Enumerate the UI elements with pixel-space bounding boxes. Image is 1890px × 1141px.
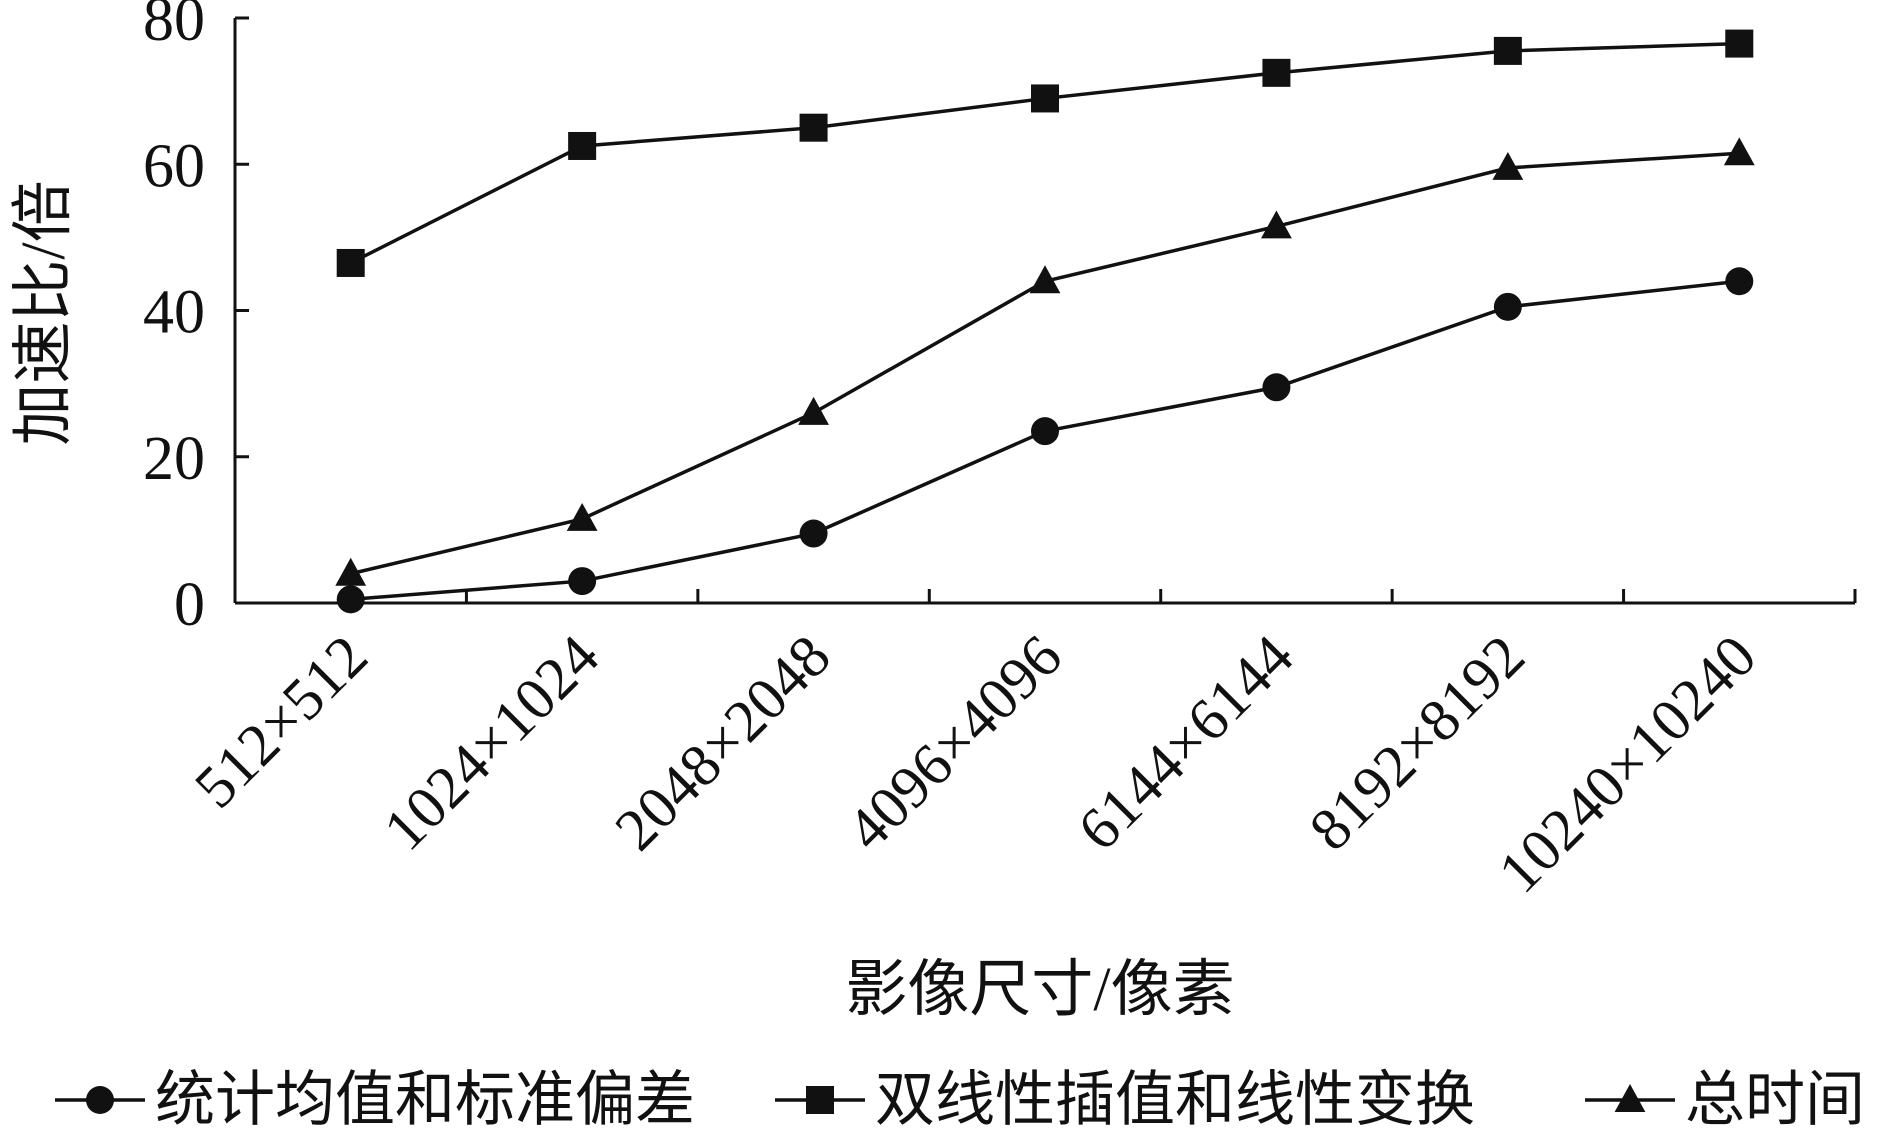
x-tick-label: 512×512 <box>182 623 380 821</box>
series-line <box>349 41 1740 265</box>
series-triangle <box>335 137 1755 586</box>
y-tick-label: 80 <box>143 0 205 54</box>
legend-label: 统计均值和标准偏差 <box>155 1067 695 1133</box>
data-point-triangle <box>1261 210 1292 239</box>
legend: 统计均值和标准偏差 双线性插值和线性变换 总时间 <box>55 1067 1865 1133</box>
data-point-square <box>799 113 828 142</box>
data-point-triangle <box>1723 137 1755 166</box>
data-point-circle <box>568 567 597 596</box>
data-point-circle <box>336 585 365 614</box>
y-tick-label: 40 <box>143 279 205 347</box>
data-point-square <box>1031 84 1059 113</box>
y-axis-title: 加速比/倍 <box>10 180 78 445</box>
x-tick-label: 4096×4096 <box>834 623 1074 863</box>
data-point-circle <box>1031 417 1059 446</box>
legend-label: 总时间 <box>1685 1067 1865 1133</box>
y-tick-label: 60 <box>143 132 205 200</box>
series-line <box>350 151 1740 576</box>
legend-item: 统计均值和标准偏差 <box>55 1067 695 1133</box>
legend-item: 总时间 <box>1585 1067 1865 1133</box>
series-layer <box>335 29 1755 614</box>
x-axis-title: 影像尺寸/像素 <box>845 956 1234 1024</box>
x-tick-label: 6144×6144 <box>1065 623 1305 863</box>
x-tick-label: 2048×2048 <box>602 623 842 863</box>
legend-label: 双线性插值和线性变换 <box>875 1067 1475 1133</box>
data-point-square <box>1725 29 1754 58</box>
legend-marker-circle <box>86 1086 114 1114</box>
data-point-square <box>336 248 365 277</box>
data-point-square <box>1262 58 1291 87</box>
data-point-circle <box>1262 373 1291 402</box>
legend-item: 双线性插值和线性变换 <box>775 1067 1475 1133</box>
data-point-triangle <box>1029 265 1061 294</box>
data-point-triangle <box>335 557 367 586</box>
legend-marker-triangle <box>1614 1084 1646 1112</box>
y-tick-label: 0 <box>174 571 205 639</box>
data-point-circle <box>1725 267 1754 296</box>
data-point-square <box>1493 36 1522 65</box>
x-tick-label: 1024×1024 <box>371 623 611 863</box>
data-point-triangle <box>566 502 598 531</box>
legend-marker-square <box>806 1086 834 1114</box>
data-point-triangle <box>1492 151 1524 180</box>
data-point-triangle <box>798 396 829 425</box>
x-tick-label: 8192×8192 <box>1297 623 1537 863</box>
data-point-circle <box>1493 292 1522 321</box>
data-point-square <box>568 131 597 160</box>
series-square <box>336 29 1754 277</box>
data-point-circle <box>799 519 828 548</box>
y-tick-label: 20 <box>143 425 205 493</box>
series-circle <box>336 267 1754 614</box>
